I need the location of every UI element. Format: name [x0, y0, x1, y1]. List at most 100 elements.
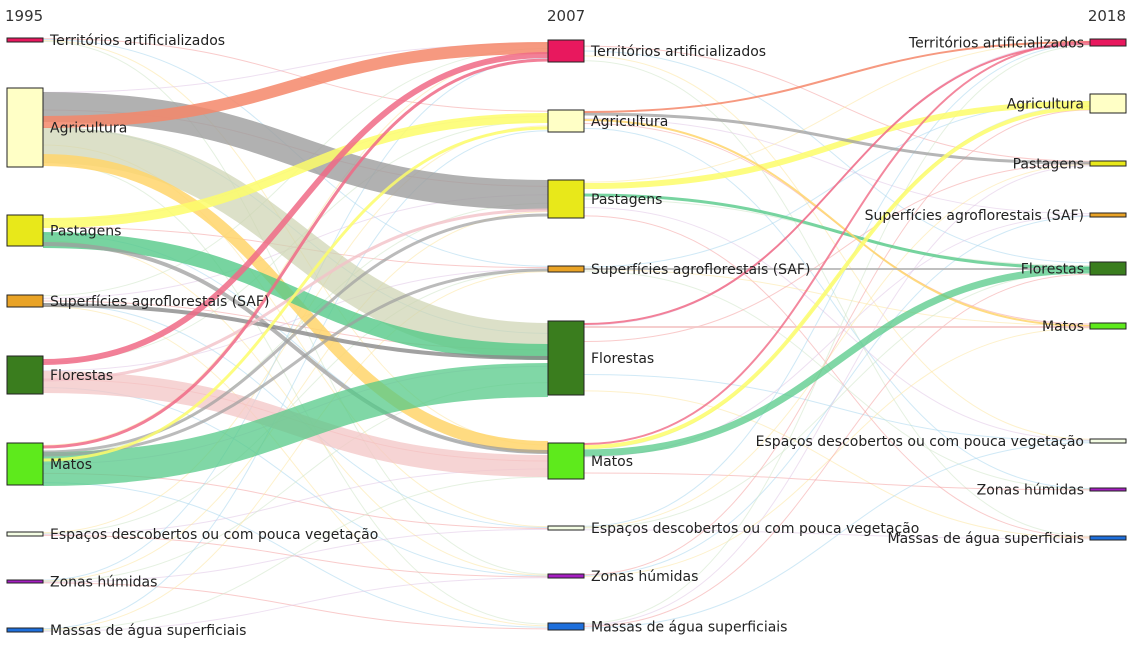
label-past-2: Pastagens: [1013, 157, 1084, 173]
flow-links: [42, 38, 1091, 632]
label-past-1: Pastagens: [591, 192, 662, 208]
label-terr-0: Territórios artificializados: [49, 33, 225, 49]
flow-agricultura-territorios-2: [583, 41, 1091, 113]
label-agua-1: Massas de água superficiais: [591, 620, 787, 636]
label-agri-2: Agricultura: [1007, 97, 1084, 113]
flow-faint: [42, 582, 549, 630]
node-agri-1: [547, 109, 585, 133]
label-mato-0: Matos: [50, 457, 92, 473]
flow-faint: [583, 127, 1091, 489]
flow-pastagens-florestas-2: [583, 193, 1091, 270]
label-flor-2: Florestas: [1021, 262, 1084, 278]
node-saf-0: [6, 294, 44, 308]
node-past-2: [1089, 160, 1127, 167]
node-zona-0: [6, 579, 44, 584]
label-mato-2: Matos: [1042, 319, 1084, 335]
flow-agricultura-matos-2: [583, 119, 1091, 327]
flow-faint: [583, 273, 1091, 627]
label-agua-2: Massas de água superficiais: [888, 531, 1084, 547]
flow-faint: [583, 55, 1091, 440]
flow-faint: [42, 125, 549, 534]
flow-faint: [583, 109, 1091, 576]
flow-matos-territorios-2: [583, 41, 1091, 445]
node-flor-0: [6, 355, 44, 395]
flow-faint: [583, 165, 1091, 626]
flow-faint: [42, 577, 549, 632]
node-saf-2: [1089, 212, 1127, 218]
node-terr-0: [6, 37, 44, 43]
flow-faint: [583, 390, 1091, 539]
node-terr-2: [1089, 38, 1127, 47]
node-agri-0: [6, 87, 44, 168]
label-terr-1: Territórios artificializados: [590, 44, 766, 60]
flow-faint: [42, 130, 549, 630]
flow-faint: [583, 45, 1091, 624]
flow-pastagens-agricultura-2: [583, 101, 1091, 189]
node-terr-1: [547, 39, 585, 63]
flow-faint: [583, 43, 1091, 527]
node-flor-2: [1089, 261, 1127, 276]
year-1995: 1995: [5, 7, 43, 25]
flow-matos-pastagens: [42, 213, 549, 454]
node-zona-1: [547, 573, 585, 579]
flow-faint: [583, 327, 1091, 577]
node-zona-2: [1089, 487, 1127, 492]
flow-agricultura-florestas: [42, 127, 549, 359]
flow-faint: [42, 528, 549, 583]
flow-faint: [583, 214, 1091, 458]
label-agri-1: Agricultura: [591, 114, 668, 130]
flow-matos-saf: [42, 268, 549, 457]
label-terr-2: Territórios artificializados: [908, 36, 1084, 52]
flow-faint: [583, 373, 1091, 442]
node-past-1: [547, 179, 585, 219]
node-esp-2: [1089, 438, 1127, 444]
flow-faint: [583, 118, 1091, 215]
flow-faint: [42, 482, 549, 628]
label-saf-0: Superfícies agroflorestais (SAF): [50, 294, 269, 310]
label-mato-1: Matos: [591, 454, 633, 470]
flow-faint: [583, 163, 1091, 343]
flow-faint: [42, 269, 549, 535]
flow-faint: [42, 211, 549, 582]
year-2007: 2007: [547, 7, 585, 25]
node-bars: [6, 37, 1127, 633]
flow-faint: [42, 38, 549, 112]
flow-matos-florestas-2: [583, 266, 1091, 457]
flow-agricultura-pastagens-2: [583, 112, 1091, 165]
node-past-0: [6, 214, 44, 247]
flow-faint: [583, 215, 1091, 538]
label-past-0: Pastagens: [50, 224, 121, 240]
label-esp-0: Espaços descobertos ou com pouca vegetaç…: [50, 527, 378, 543]
flow-faint: [583, 270, 1091, 529]
node-agri-2: [1089, 93, 1127, 114]
flow-faint: [583, 206, 1091, 441]
label-agua-0: Massas de água superficiais: [50, 623, 246, 639]
label-saf-2: Superfícies agroflorestais (SAF): [865, 208, 1084, 224]
flow-faint: [583, 60, 1091, 537]
flow-matos-florestas: [42, 363, 549, 486]
node-saf-1: [547, 265, 585, 273]
node-agua-2: [1089, 535, 1127, 541]
year-2018: 2018: [1088, 7, 1126, 25]
label-zona-2: Zonas húmidas: [977, 483, 1084, 499]
node-agua-0: [6, 627, 44, 633]
node-esp-1: [547, 525, 585, 531]
label-flor-0: Florestas: [50, 368, 113, 384]
flow-matos-territorios: [42, 58, 549, 449]
flow-matos-agricultura-2: [583, 106, 1091, 449]
flow-florestas-territorios-2: [583, 43, 1091, 325]
label-saf-1: Superfícies agroflorestais (SAF): [591, 262, 810, 278]
flow-agricultura-territorios: [42, 42, 549, 128]
flow-faint: [42, 162, 549, 625]
flow-faint: [583, 472, 1091, 491]
flow-faint: [42, 57, 549, 581]
label-agri-0: Agricultura: [50, 121, 127, 137]
flow-faint: [583, 40, 1091, 183]
flow-faint: [583, 269, 1091, 326]
node-mato-0: [6, 442, 44, 486]
label-zona-0: Zonas húmidas: [50, 575, 157, 591]
flow-faint: [42, 305, 549, 627]
flow-pastagens-agricultura: [42, 113, 549, 228]
label-esp-1: Espaços descobertos ou com pouca vegetaç…: [591, 521, 919, 537]
